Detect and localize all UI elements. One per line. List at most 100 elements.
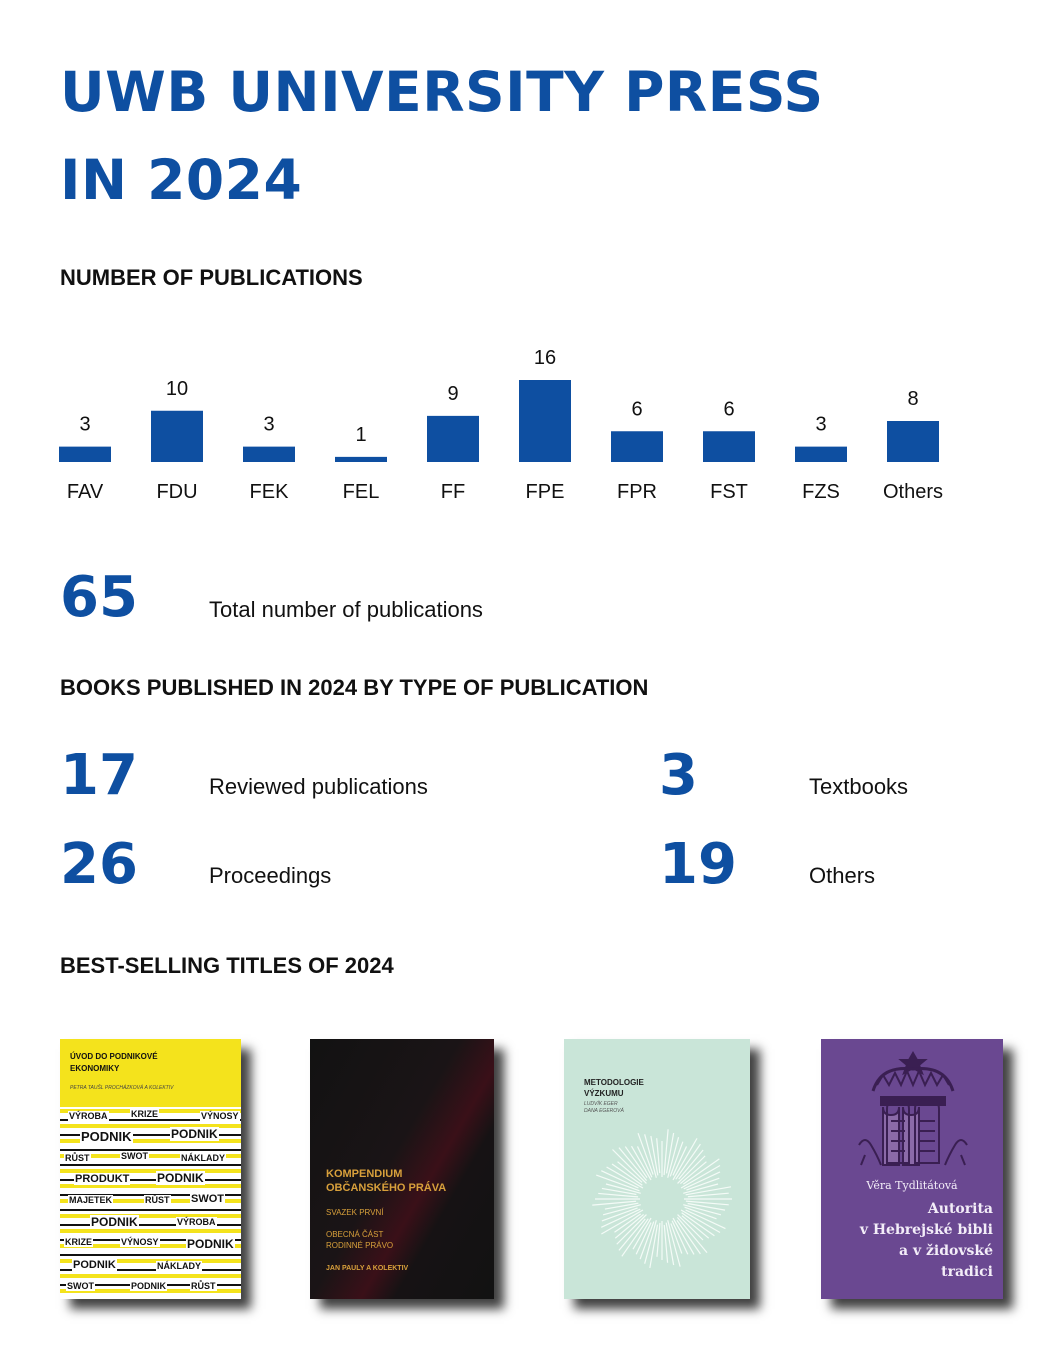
radial-line (667, 1220, 681, 1267)
bar-fav (59, 446, 111, 462)
book-title-line-4: tradici (941, 1264, 993, 1280)
book-cover-autorita-v-hebrejske-bibli[interactable]: Věra Tydlitátová Autorita v Hebrejské bi… (821, 1039, 1003, 1299)
publications-heading: NUMBER OF PUBLICATIONS (60, 265, 363, 290)
radial-line (671, 1220, 689, 1255)
publications-bar-chart: 3 FAV 10 FDU 3 FEK 1 FEL 9 FF 16 FPE 6 FPR 6 FST 3 FZS 8 Ot… (59, 347, 943, 503)
category-label: FEK (250, 481, 290, 503)
radial-line (605, 1183, 641, 1194)
page-title: UWB UNIVERSITY PRESS IN 2024 (60, 48, 824, 224)
book-subtitle-2: RODINNÉ PRÁVO (326, 1241, 394, 1250)
radial-line (649, 1224, 659, 1269)
radial-line (676, 1216, 708, 1254)
bar-fst (703, 431, 755, 462)
radial-line (683, 1204, 722, 1216)
radial-line (680, 1209, 721, 1234)
radial-line (601, 1209, 644, 1235)
bar-value-label: 6 (631, 398, 642, 420)
proceedings-value: 26 (60, 832, 138, 897)
radial-line (684, 1206, 717, 1220)
reviewed-publications-label: Reviewed publications (209, 774, 428, 799)
radial-line (672, 1217, 695, 1255)
category-label: FDU (156, 481, 197, 503)
radial-line (614, 1213, 642, 1233)
radial-line (635, 1222, 652, 1255)
radial-line (663, 1224, 669, 1263)
radial-line (679, 1161, 707, 1185)
book-cover-metodologie-vyzkumu[interactable]: METODOLOGIE VÝZKUMU LUDVÍK EGER DANA EGE… (564, 1039, 750, 1299)
bestsellers-heading: BEST-SELLING TITLES OF 2024 (60, 953, 394, 978)
page-title-line-2: IN 2024 (60, 148, 303, 212)
reviewed-publications-value: 17 (60, 743, 138, 808)
radial-line (680, 1164, 721, 1189)
category-label: FST (710, 481, 748, 503)
radial-line (683, 1183, 719, 1194)
bar-value-label: 16 (534, 347, 556, 369)
radial-line (685, 1209, 726, 1230)
bar-value-label: 3 (79, 414, 90, 436)
bar-value-label: 8 (907, 388, 918, 410)
bar-value-label: 3 (263, 414, 274, 436)
radial-line (670, 1223, 683, 1254)
radial-line (665, 1222, 675, 1266)
book-cover-header (60, 1039, 241, 1117)
category-label: FEL (343, 481, 380, 503)
radial-lines-decoration (592, 1129, 732, 1269)
total-publications-label: Total number of publications (209, 597, 483, 622)
radial-line (596, 1174, 640, 1192)
others-label: Others (809, 863, 876, 888)
radial-line (678, 1149, 704, 1180)
radial-line (601, 1207, 638, 1222)
book-author-1: LUDVÍK EGER (584, 1101, 618, 1107)
radial-line (675, 1143, 701, 1180)
radial-line (686, 1177, 720, 1191)
radial-line (682, 1158, 720, 1185)
radial-line (621, 1218, 649, 1257)
radial-line (639, 1221, 655, 1260)
bar-value-label: 9 (447, 383, 458, 405)
radial-line (636, 1146, 653, 1178)
radial-line (683, 1171, 721, 1190)
book-title-line-3: a v židovské (899, 1243, 993, 1259)
radial-line (644, 1134, 657, 1178)
radial-line (601, 1208, 641, 1228)
total-publications-value: 65 (60, 565, 138, 630)
book-title: KOMPENDIUM OBČANSKÉHO PRÁVA (326, 1168, 447, 1194)
bar-fpe (519, 380, 571, 462)
book-author: Věra Tydlitátová (866, 1179, 958, 1192)
textbooks-value: 3 (659, 743, 698, 808)
radial-line (630, 1145, 652, 1181)
bar-fzs (795, 446, 847, 462)
book-cover-uvod-do-podnikove-ekonomiky[interactable]: ÚVOD DO PODNIKOVÉ EKONOMIKY PETRA TAUŠL … (60, 1039, 241, 1299)
radial-line (681, 1215, 710, 1239)
bar-value-label: 10 (166, 378, 188, 400)
radial-line (677, 1214, 704, 1241)
radial-line (667, 1137, 680, 1178)
radial-line (592, 1200, 637, 1206)
book-title: Autorita v Hebrejské bibli a v židovské … (821, 1199, 993, 1283)
book-title-line-1: Autorita (927, 1201, 993, 1217)
book-author-2: DANA EGEROVÁ (584, 1108, 624, 1114)
radial-line (612, 1149, 647, 1184)
bar-others (887, 421, 939, 462)
radial-line (606, 1166, 644, 1189)
bar-value-label: 6 (723, 398, 734, 420)
radial-line (602, 1204, 641, 1216)
radial-line (614, 1213, 645, 1239)
radial-line (624, 1146, 648, 1179)
radial-line (656, 1138, 661, 1174)
book-volume: SVAZEK PRVNÍ (326, 1208, 384, 1217)
others-value: 19 (659, 832, 737, 897)
radial-line (616, 1214, 647, 1245)
radial-line (611, 1163, 643, 1186)
radial-line (681, 1212, 715, 1237)
bar-fel (335, 456, 387, 462)
book-authors: PETRA TAUŠL PROCHÁZKOVÁ A KOLEKTIV (70, 1085, 174, 1091)
category-label: FF (441, 481, 465, 503)
radial-line (644, 1220, 657, 1264)
radial-line (617, 1161, 643, 1183)
radial-line (618, 1218, 646, 1251)
book-cover-kompendium-obcanskeho-prava[interactable]: KOMPENDIUM OBČANSKÉHO PRÁVA SVAZEK PRVNÍ… (310, 1039, 494, 1299)
radial-line (676, 1219, 701, 1255)
radial-line (601, 1187, 637, 1196)
radial-line (672, 1146, 688, 1176)
